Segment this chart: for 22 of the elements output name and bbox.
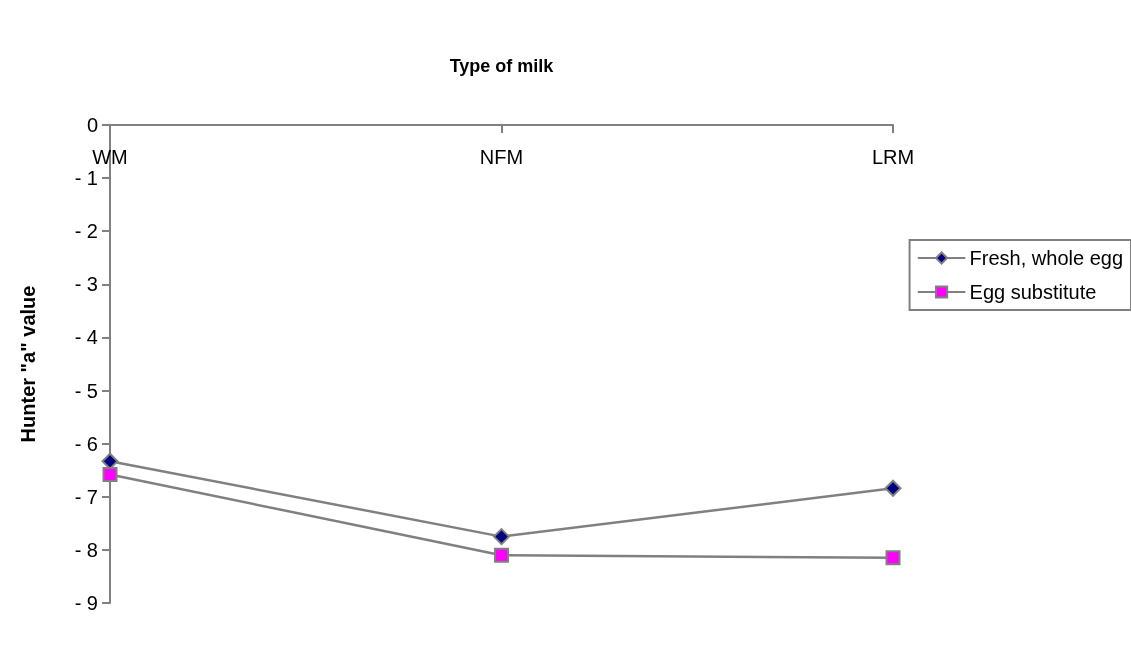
- point: [494, 547, 509, 563]
- y-axis-title: Hunter "a" value: [17, 285, 39, 443]
- y-tick-label: - 4: [74, 326, 98, 349]
- x-axis-title: Type of milk: [449, 56, 555, 76]
- point: [884, 479, 902, 497]
- point: [885, 550, 901, 566]
- y-tick-label: - 3: [74, 273, 98, 296]
- y-tick-label: - 2: [74, 220, 98, 243]
- y-tick-label: - 6: [74, 432, 98, 455]
- y-tick-label: - 8: [74, 538, 98, 561]
- x-tick-label: NFM: [479, 146, 524, 168]
- point: [102, 466, 118, 482]
- point: [493, 528, 510, 546]
- legend-label: Egg substitute: [969, 281, 1097, 303]
- y-tick-label: - 7: [74, 485, 98, 508]
- y-tick-label: 0: [86, 114, 98, 136]
- x-tick-label: LRM: [871, 146, 915, 168]
- legend-label: Fresh, whole egg: [969, 247, 1123, 269]
- y-tick-label: - 9: [74, 592, 98, 614]
- y-tick-label: - 1: [74, 167, 98, 190]
- x-tick-label: WM: [92, 146, 128, 168]
- y-tick-label: - 5: [74, 379, 98, 402]
